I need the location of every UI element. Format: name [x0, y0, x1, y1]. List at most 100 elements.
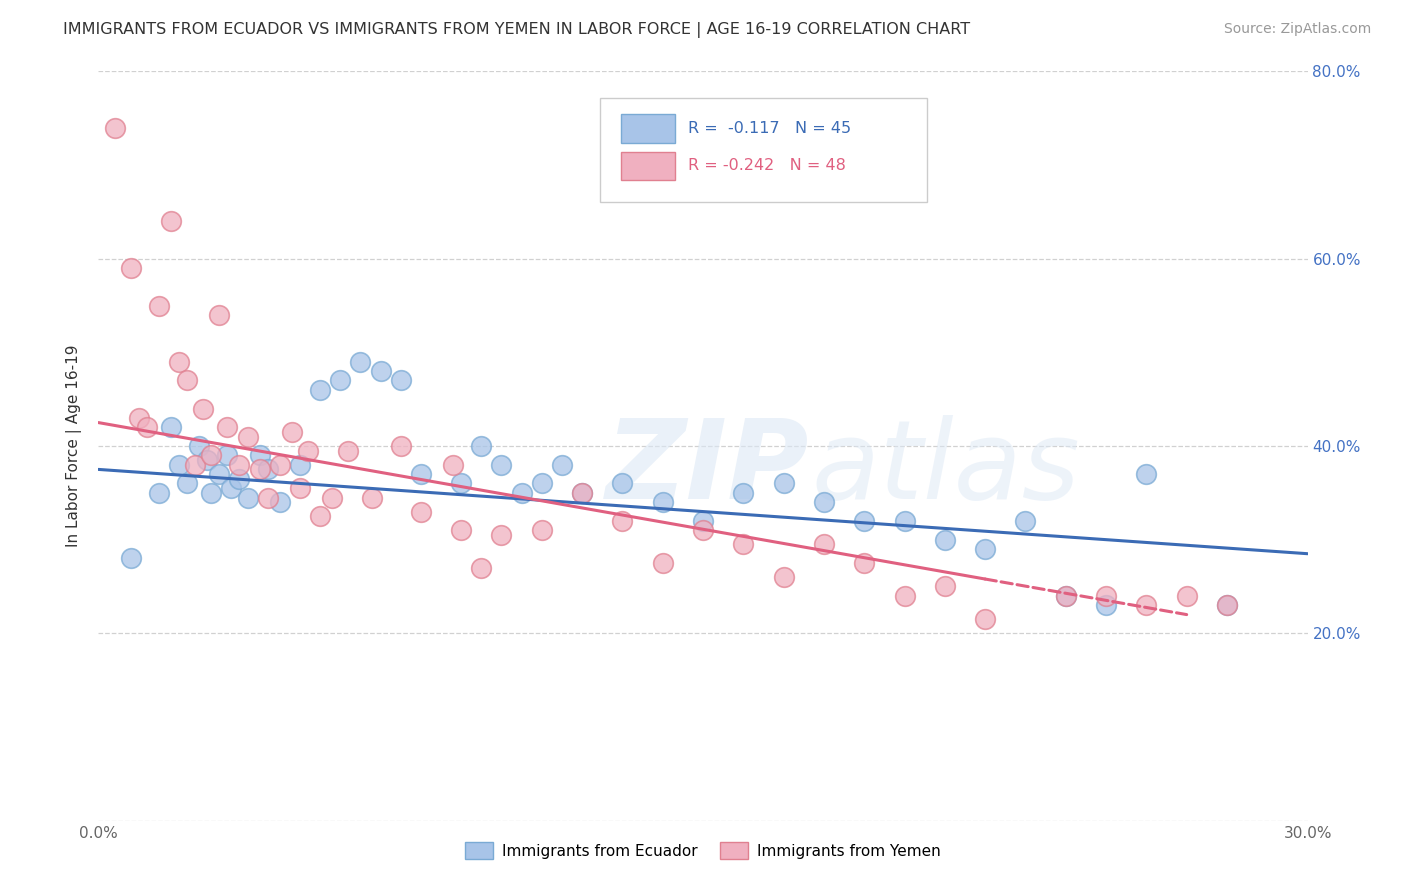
- Text: ZIP: ZIP: [606, 415, 810, 522]
- FancyBboxPatch shape: [600, 97, 927, 202]
- Point: [974, 612, 997, 626]
- Point: [450, 524, 472, 538]
- Point: [1135, 467, 1157, 482]
- Point: [269, 458, 291, 472]
- Point: [349, 355, 371, 369]
- Point: [1175, 589, 1198, 603]
- Point: [692, 524, 714, 538]
- Point: [571, 486, 593, 500]
- Point: [1095, 599, 1118, 613]
- Point: [612, 514, 634, 528]
- Bar: [621, 152, 675, 180]
- Point: [103, 120, 125, 135]
- Point: [256, 462, 278, 476]
- Point: [772, 476, 794, 491]
- Point: [450, 476, 472, 491]
- Point: [269, 495, 291, 509]
- Point: [733, 486, 755, 500]
- Point: [893, 514, 915, 528]
- Point: [176, 476, 198, 491]
- Point: [200, 449, 222, 463]
- Point: [510, 486, 533, 500]
- Point: [389, 439, 412, 453]
- Point: [148, 486, 170, 500]
- Point: [176, 374, 198, 388]
- Bar: [621, 114, 675, 143]
- Point: [934, 533, 956, 547]
- Point: [256, 491, 278, 505]
- Point: [309, 509, 332, 524]
- Point: [288, 458, 311, 472]
- Point: [370, 364, 392, 378]
- Point: [813, 495, 835, 509]
- Point: [361, 491, 384, 505]
- Point: [612, 476, 634, 491]
- Point: [934, 580, 956, 594]
- Y-axis label: In Labor Force | Age 16-19: In Labor Force | Age 16-19: [66, 344, 83, 548]
- Point: [1216, 599, 1239, 613]
- Point: [228, 458, 250, 472]
- Point: [167, 458, 190, 472]
- Point: [281, 425, 304, 439]
- Point: [167, 355, 190, 369]
- Point: [120, 551, 142, 566]
- Point: [249, 462, 271, 476]
- Point: [491, 528, 513, 542]
- Point: [160, 420, 183, 434]
- Point: [530, 476, 553, 491]
- Point: [491, 458, 513, 472]
- Point: [193, 401, 215, 416]
- Point: [571, 486, 593, 500]
- Point: [530, 524, 553, 538]
- Point: [148, 298, 170, 313]
- Point: [195, 453, 218, 467]
- Point: [974, 542, 997, 557]
- Point: [772, 570, 794, 584]
- Point: [217, 420, 239, 434]
- Point: [184, 458, 207, 472]
- Point: [1095, 589, 1118, 603]
- Point: [651, 556, 673, 570]
- Point: [249, 449, 271, 463]
- Point: [409, 505, 432, 519]
- Point: [651, 495, 673, 509]
- Point: [409, 467, 432, 482]
- Point: [692, 514, 714, 528]
- Point: [128, 411, 150, 425]
- Point: [441, 458, 464, 472]
- Point: [288, 481, 311, 495]
- Text: atlas: atlas: [811, 415, 1080, 522]
- Point: [1014, 514, 1036, 528]
- Point: [188, 439, 211, 453]
- Point: [470, 561, 492, 575]
- Point: [236, 491, 259, 505]
- Point: [1216, 599, 1239, 613]
- Point: [217, 449, 239, 463]
- Point: [160, 214, 183, 228]
- Point: [200, 486, 222, 500]
- Text: IMMIGRANTS FROM ECUADOR VS IMMIGRANTS FROM YEMEN IN LABOR FORCE | AGE 16-19 CORR: IMMIGRANTS FROM ECUADOR VS IMMIGRANTS FR…: [63, 22, 970, 38]
- Point: [321, 491, 343, 505]
- Point: [221, 481, 243, 495]
- Text: R = -0.242   N = 48: R = -0.242 N = 48: [689, 158, 846, 173]
- Point: [470, 439, 492, 453]
- Legend: Immigrants from Ecuador, Immigrants from Yemen: Immigrants from Ecuador, Immigrants from…: [460, 836, 946, 865]
- Point: [297, 443, 319, 458]
- Point: [813, 537, 835, 551]
- Point: [1135, 599, 1157, 613]
- Point: [893, 589, 915, 603]
- Point: [733, 537, 755, 551]
- Point: [1054, 589, 1077, 603]
- Point: [337, 443, 360, 458]
- Text: R =  -0.117   N = 45: R = -0.117 N = 45: [689, 120, 852, 136]
- Text: Source: ZipAtlas.com: Source: ZipAtlas.com: [1223, 22, 1371, 37]
- Point: [551, 458, 574, 472]
- Point: [236, 430, 259, 444]
- Point: [1054, 589, 1077, 603]
- Point: [853, 514, 876, 528]
- Point: [208, 467, 231, 482]
- Point: [853, 556, 876, 570]
- Point: [120, 261, 142, 276]
- Point: [389, 374, 412, 388]
- Point: [309, 383, 332, 397]
